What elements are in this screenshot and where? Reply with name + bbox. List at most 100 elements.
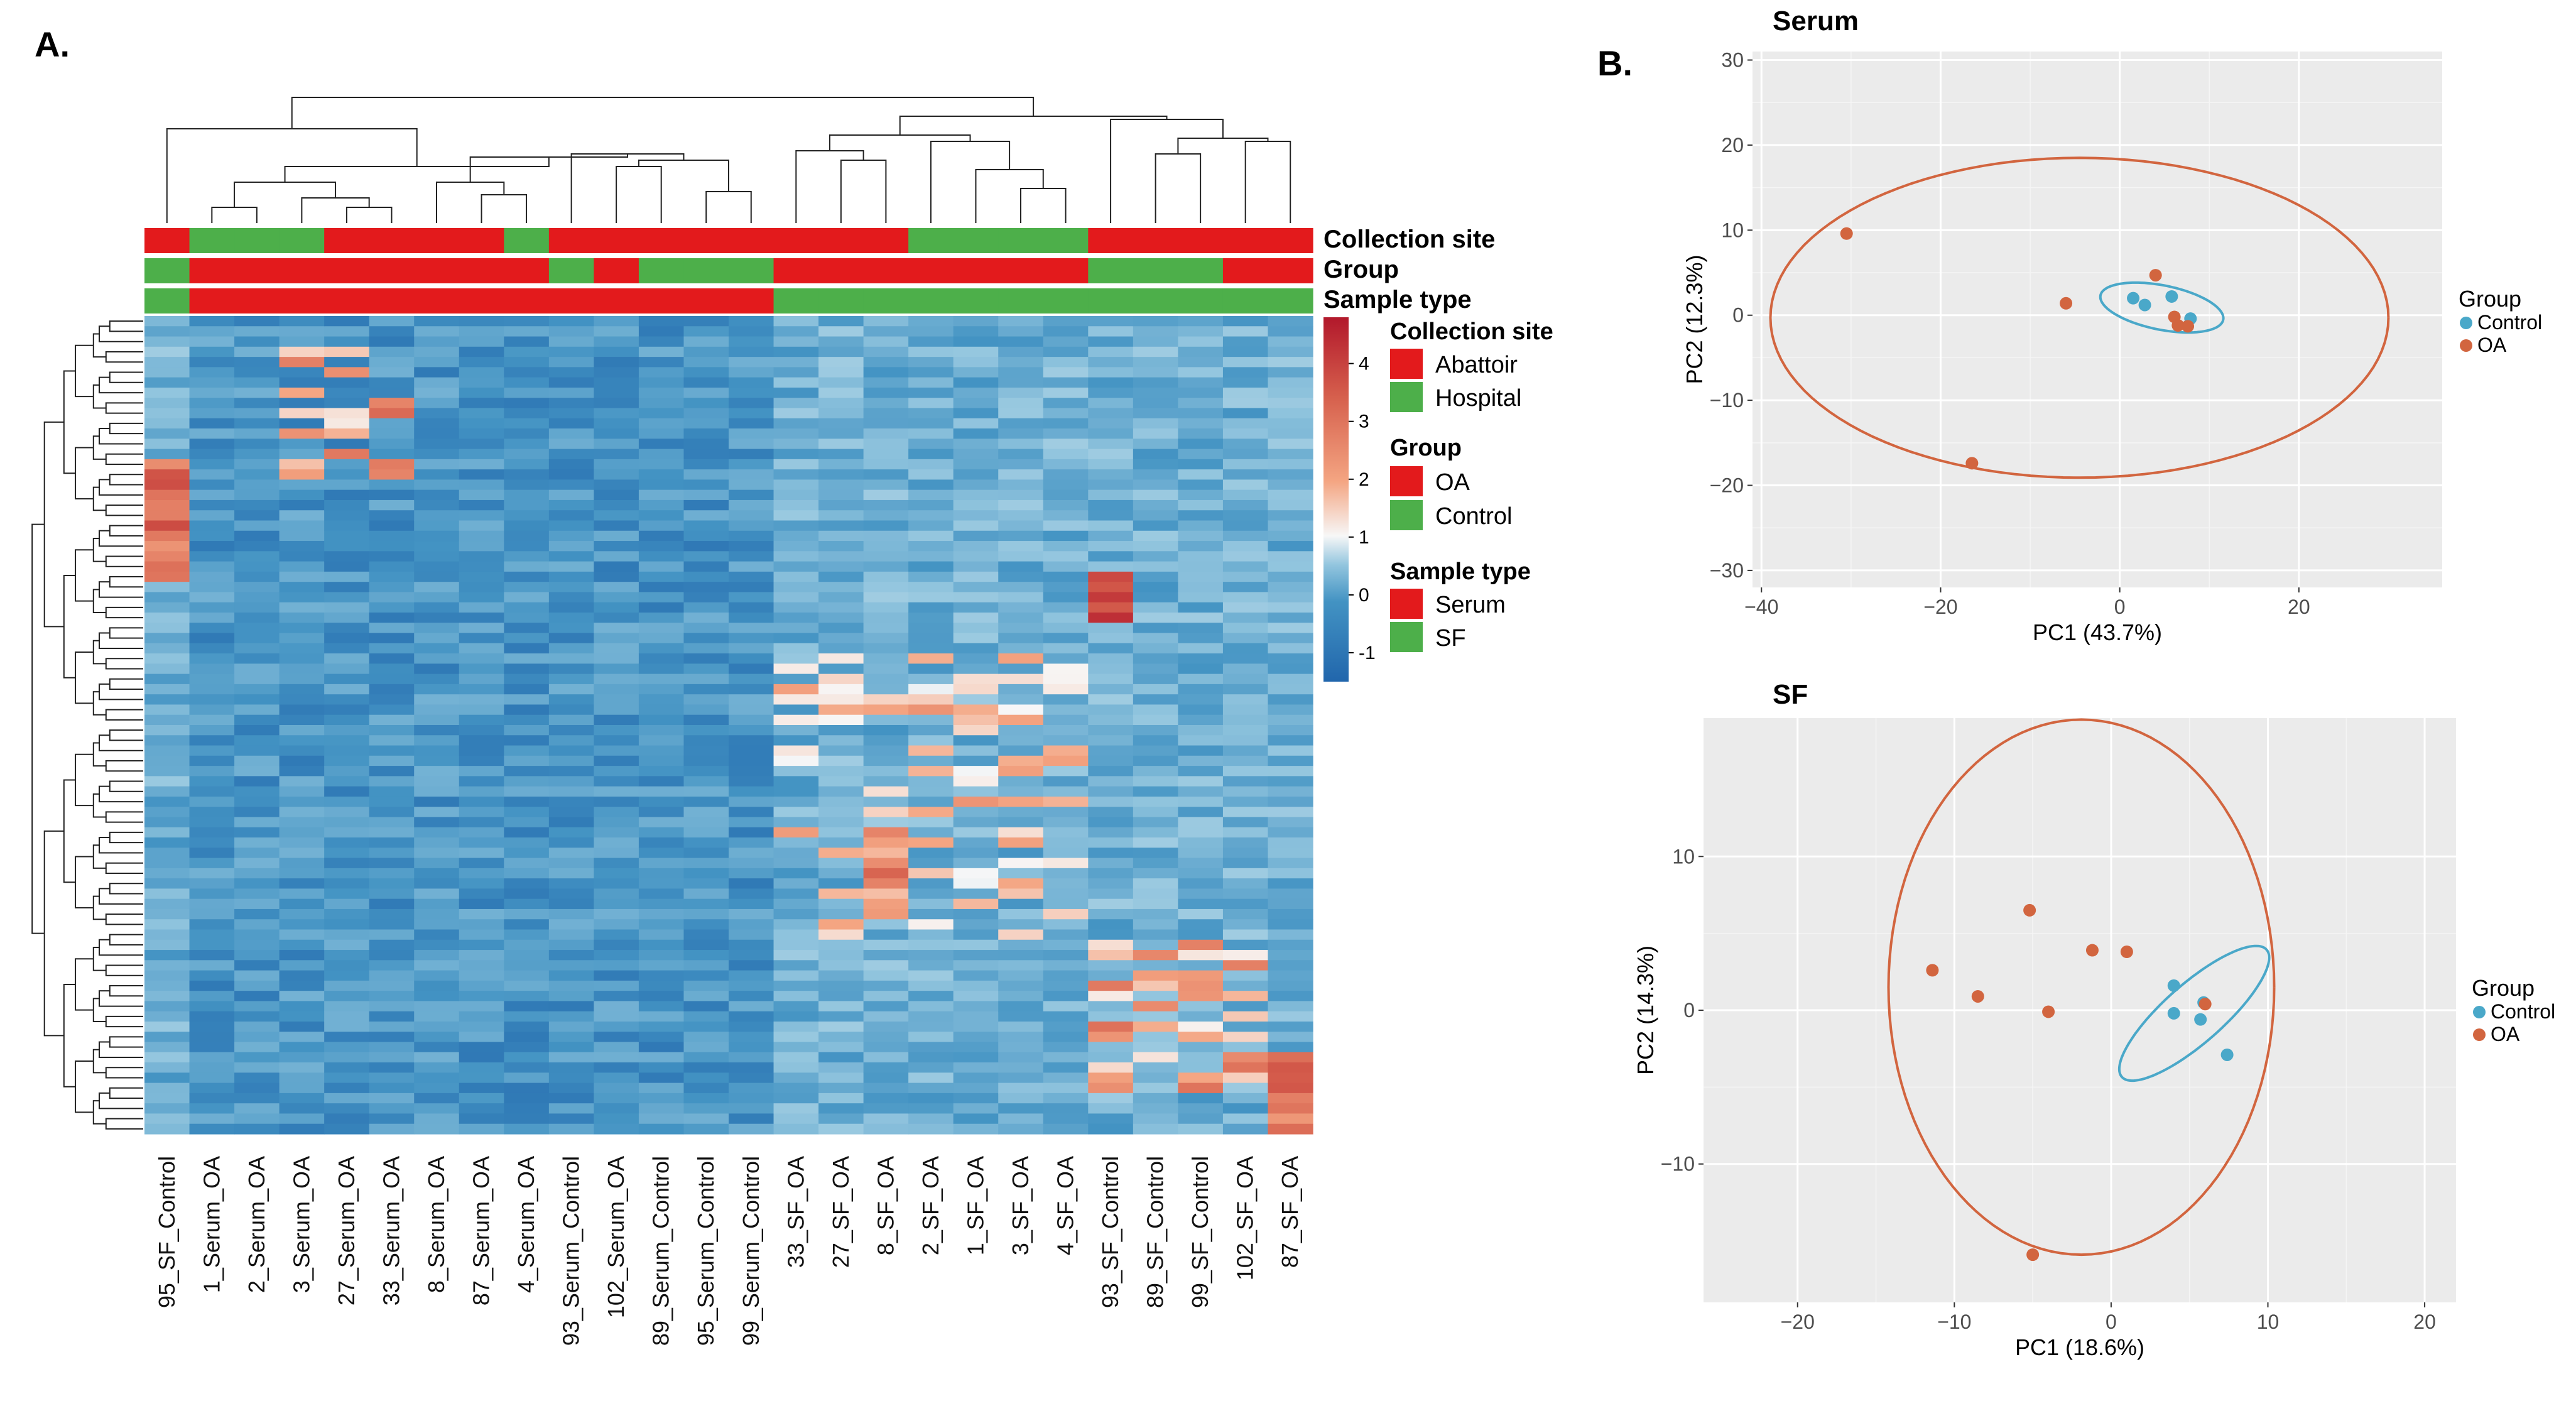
heatmap-cell xyxy=(324,316,370,327)
annotation-cell-sample-type xyxy=(1043,288,1089,313)
heatmap-cell xyxy=(414,694,460,706)
heatmap-cell xyxy=(773,848,819,859)
heatmap-cell xyxy=(459,878,504,890)
heatmap-cell xyxy=(908,653,954,664)
heatmap-cell xyxy=(773,868,819,879)
heatmap-cell xyxy=(683,858,729,869)
heatmap-cell xyxy=(504,326,550,337)
heatmap-cell xyxy=(1088,970,1134,981)
heatmap-cell xyxy=(414,673,460,685)
heatmap-cell xyxy=(144,571,190,582)
heatmap-cell xyxy=(504,541,550,552)
heatmap-column-label: 4_SF_OA xyxy=(1053,1156,1079,1255)
heatmap-cell xyxy=(1222,520,1269,532)
heatmap-cell xyxy=(459,888,504,900)
heatmap-cell xyxy=(324,970,370,981)
heatmap-cell xyxy=(504,439,550,450)
heatmap-cell xyxy=(144,837,190,848)
heatmap-cell xyxy=(683,346,729,357)
heatmap-cell xyxy=(1043,316,1089,327)
heatmap-cell xyxy=(1178,908,1224,920)
heatmap-cell xyxy=(1133,939,1178,951)
heatmap-cell xyxy=(1043,520,1089,532)
heatmap-cell xyxy=(729,428,774,439)
heatmap-cell xyxy=(638,571,685,582)
heatmap-cell xyxy=(369,520,415,532)
legend-sample-type-title: Sample type xyxy=(1390,559,1531,585)
heatmap-cell xyxy=(324,377,370,388)
heatmap-cell xyxy=(1043,377,1089,388)
heatmap-cell xyxy=(998,950,1044,961)
heatmap-cell xyxy=(729,653,774,664)
heatmap-cell xyxy=(279,582,325,593)
heatmap-cell xyxy=(1178,919,1224,930)
heatmap-cell xyxy=(459,714,504,726)
heatmap-cell xyxy=(189,970,235,981)
heatmap-cell xyxy=(459,1001,504,1012)
heatmap-cell xyxy=(594,1042,639,1053)
heatmap-cell xyxy=(1133,377,1178,388)
heatmap-cell xyxy=(324,336,370,347)
heatmap-cell xyxy=(1222,499,1269,511)
heatmap-cell xyxy=(1043,898,1089,910)
heatmap-cell xyxy=(1178,582,1224,593)
heatmap-cell xyxy=(459,387,504,398)
heatmap-cell xyxy=(1268,1001,1313,1012)
heatmap-cell xyxy=(729,766,774,777)
heatmap-cell xyxy=(638,827,685,838)
heatmap-cell xyxy=(459,735,504,746)
heatmap-cell xyxy=(189,848,235,859)
heatmap-cell xyxy=(1268,991,1313,1002)
heatmap-cell xyxy=(234,919,280,930)
heatmap-cell xyxy=(548,602,594,613)
heatmap-cell xyxy=(1043,592,1089,603)
heatmap-cell xyxy=(1222,316,1269,327)
heatmap-cell xyxy=(1043,602,1089,613)
heatmap-cell xyxy=(279,735,325,746)
heatmap-cell xyxy=(324,398,370,409)
heatmap-cell xyxy=(863,633,909,644)
heatmap-cell xyxy=(638,1001,685,1012)
heatmap-cell xyxy=(1088,428,1134,439)
heatmap-cell xyxy=(953,950,999,961)
heatmap-cell xyxy=(414,633,460,644)
heatmap-cell xyxy=(234,1001,280,1012)
dendrogram-branch xyxy=(211,207,258,223)
heatmap-cell xyxy=(1043,786,1089,797)
heatmap-cell xyxy=(863,582,909,593)
heatmap-cell xyxy=(638,908,685,920)
heatmap-cell xyxy=(773,684,819,695)
heatmap-cell xyxy=(1268,1103,1313,1115)
heatmap-cell xyxy=(144,796,190,807)
heatmap-cell xyxy=(953,357,999,368)
heatmap-cell xyxy=(908,694,954,706)
dendrogram-branch xyxy=(109,371,143,383)
heatmap-cell xyxy=(998,786,1044,797)
data-point-oa xyxy=(2120,946,2133,958)
heatmap-cell xyxy=(279,1032,325,1043)
heatmap-cell xyxy=(594,1113,639,1125)
heatmap-cell xyxy=(953,960,999,971)
heatmap-cell xyxy=(773,499,819,511)
heatmap-cell xyxy=(863,837,909,848)
heatmap-column-label: 4_Serum_OA xyxy=(513,1156,539,1293)
heatmap-cell xyxy=(369,326,415,337)
heatmap-cell xyxy=(459,950,504,961)
heatmap-cell xyxy=(1088,735,1134,746)
heatmap-cell xyxy=(1222,663,1269,675)
heatmap-cell xyxy=(548,919,594,930)
heatmap-cell xyxy=(953,316,999,327)
heatmap-cell xyxy=(683,766,729,777)
heatmap-cell xyxy=(953,1072,999,1084)
legend-sf-label: SF xyxy=(1435,625,1466,651)
heatmap-cell xyxy=(234,398,280,409)
heatmap-cell xyxy=(818,530,864,542)
heatmap-cell xyxy=(638,418,685,429)
heatmap-cell xyxy=(773,1042,819,1053)
heatmap-cell xyxy=(279,776,325,787)
heatmap-cell xyxy=(189,469,235,481)
heatmap-cell xyxy=(638,316,685,327)
heatmap-cell xyxy=(863,888,909,900)
heatmap-cell xyxy=(189,888,235,900)
heatmap-cell xyxy=(189,827,235,838)
